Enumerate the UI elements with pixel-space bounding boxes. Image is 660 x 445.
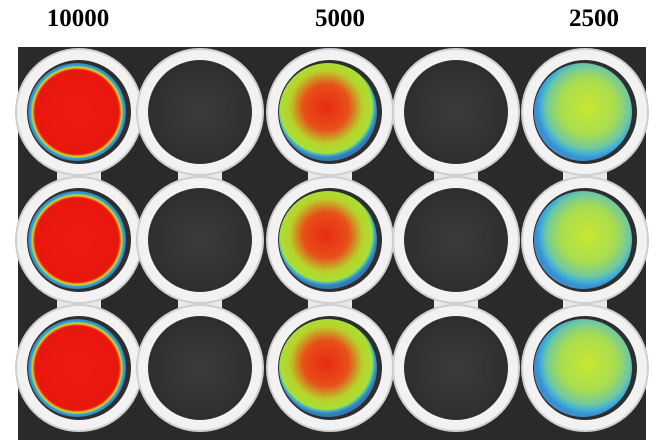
- well-signal: [28, 191, 126, 289]
- well-signal: [28, 319, 126, 417]
- column-label: 2500: [569, 5, 619, 32]
- well-signal: [279, 63, 377, 161]
- well-inner: [404, 316, 508, 420]
- column-label: 10000: [47, 5, 110, 32]
- well-signal: [534, 319, 632, 417]
- well-inner: [404, 188, 508, 292]
- well-signal: [534, 191, 632, 289]
- well-inner: [148, 60, 252, 164]
- well-inner: [148, 188, 252, 292]
- well-inner: [404, 60, 508, 164]
- wells: [15, 48, 649, 432]
- column-label: 5000: [315, 5, 365, 32]
- well-signal: [279, 319, 377, 417]
- well-inner: [148, 316, 252, 420]
- well-signal: [28, 63, 126, 161]
- well-signal: [534, 63, 632, 161]
- well-signal: [279, 191, 377, 289]
